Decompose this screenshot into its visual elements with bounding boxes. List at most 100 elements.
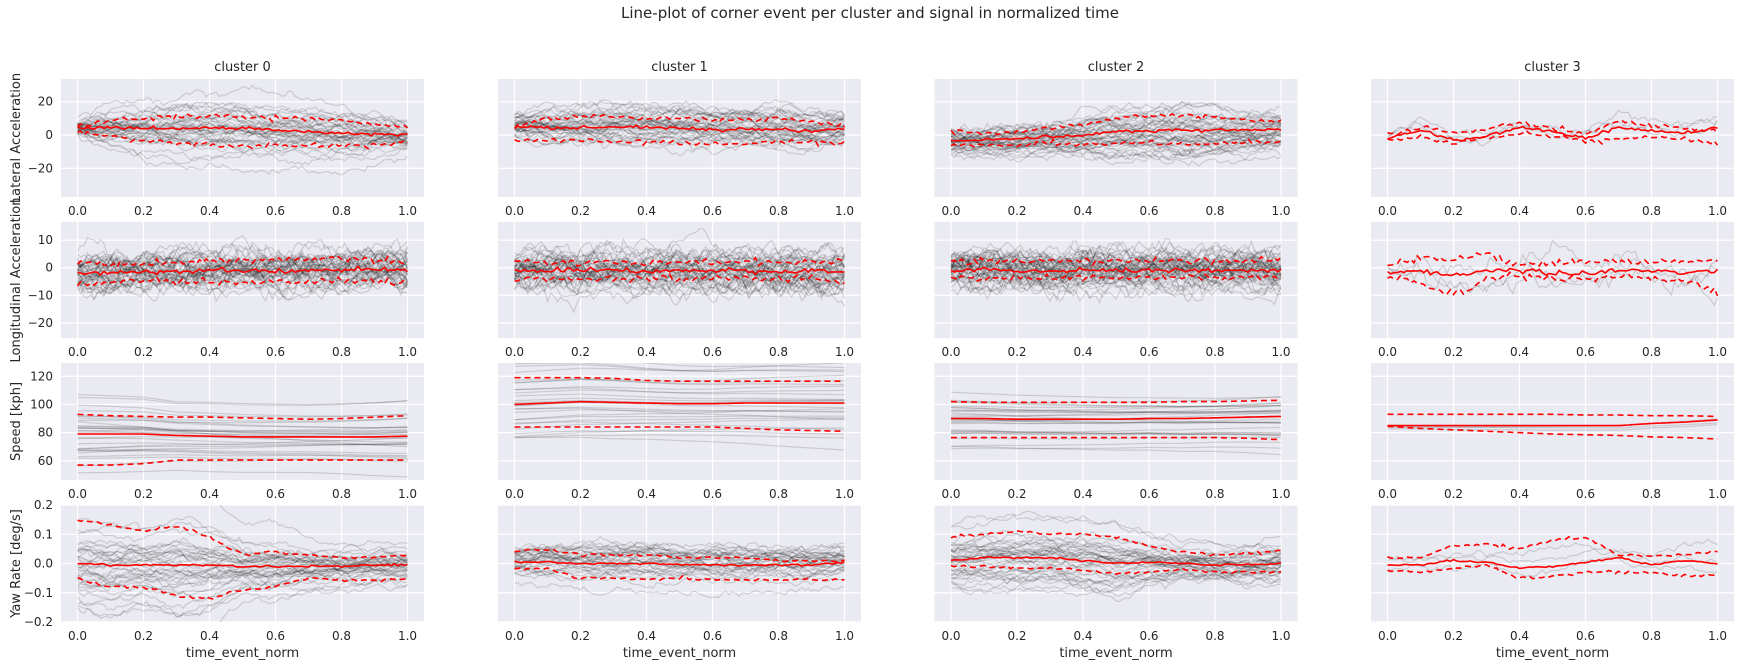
trace-line <box>77 127 408 162</box>
trace-line <box>77 528 408 565</box>
trace-line <box>514 547 845 563</box>
x-tick-label: 0.6 <box>1139 629 1158 643</box>
trace-line <box>514 125 845 143</box>
trace-line <box>77 114 408 133</box>
trace-line <box>514 99 845 120</box>
x-tick-label: 0.0 <box>941 345 960 359</box>
x-tick-label: 0.6 <box>1576 204 1595 218</box>
trace-line <box>950 248 1282 275</box>
trace-line <box>950 250 1282 295</box>
trace-line <box>77 103 408 128</box>
x-tick-label: 1.0 <box>1708 345 1727 359</box>
trace-line <box>514 434 845 439</box>
y-tick-label: −20 <box>28 161 53 175</box>
cluster-title: cluster 3 <box>1524 60 1581 75</box>
trace-line <box>951 432 1281 436</box>
trace-line <box>514 98 845 130</box>
trace-line <box>77 577 408 618</box>
trace-line <box>77 540 408 567</box>
trace-line <box>514 555 845 568</box>
trace-line <box>77 415 408 422</box>
trace-line <box>950 564 1282 588</box>
trace-line <box>77 548 408 571</box>
trace-line <box>514 121 845 135</box>
trace-line <box>950 554 1282 570</box>
trace-line <box>514 417 845 425</box>
trace-line <box>514 262 845 305</box>
trace-line <box>950 539 1282 560</box>
trace-line <box>77 121 408 143</box>
trace-line <box>77 125 408 146</box>
x-tick-label: 0.0 <box>505 345 524 359</box>
trace-line <box>950 258 1282 294</box>
trace-line <box>77 268 408 303</box>
trace-line <box>950 552 1282 574</box>
x-tick-label: 0.4 <box>1510 345 1529 359</box>
trace-line <box>514 543 845 566</box>
trace-line <box>77 442 408 446</box>
x-tick-label: 1.0 <box>1271 345 1290 359</box>
trace-line <box>514 389 845 394</box>
trace-line <box>514 112 845 132</box>
trace-line <box>950 402 1282 412</box>
trace-line <box>77 252 408 297</box>
x-tick-label: 0.6 <box>1576 487 1595 501</box>
trace-line <box>514 551 845 565</box>
x-tick-label: 0.0 <box>1378 345 1397 359</box>
trace-line <box>514 253 846 299</box>
y-tick-label: 120 <box>30 369 53 383</box>
y-axis-label: Yaw Rate [deg/s] <box>9 509 24 619</box>
trace-line <box>77 437 408 450</box>
lower-band-line <box>77 459 408 466</box>
upper-band-line <box>514 376 845 383</box>
trace-line <box>950 407 1282 413</box>
trace-line <box>77 469 408 478</box>
x-tick-label: 1.0 <box>1271 487 1290 501</box>
trace-line <box>77 253 408 289</box>
x-tick-label: 0.4 <box>1073 629 1092 643</box>
cluster-title: cluster 2 <box>1088 60 1145 75</box>
trace-line <box>77 427 408 434</box>
trace-line <box>950 409 1282 414</box>
trace-line <box>77 516 408 555</box>
trace-line <box>77 101 408 128</box>
trace-line <box>77 121 408 146</box>
figure-title: Line-plot of corner event per cluster an… <box>621 4 1119 22</box>
x-tick-label: 0.2 <box>571 204 590 218</box>
trace-line <box>77 425 408 436</box>
trace-line <box>514 385 845 391</box>
trace-line <box>514 270 845 306</box>
trace-line <box>514 110 845 129</box>
trace-line <box>950 267 1282 306</box>
upper-band-line <box>1387 252 1718 268</box>
x-tick-label: 0.0 <box>505 204 524 218</box>
trace-line <box>950 404 1282 418</box>
trace-line <box>77 124 409 148</box>
trace-line <box>77 126 408 152</box>
trace-line <box>950 406 1281 414</box>
x-axis-label: time_event_norm <box>1059 646 1172 661</box>
trace-line <box>514 557 845 573</box>
trace-line <box>951 432 1282 435</box>
trace-line <box>950 130 1282 152</box>
trace-line <box>1387 261 1719 307</box>
trace-line <box>77 266 409 292</box>
x-tick-label: 0.2 <box>1007 629 1026 643</box>
trace-group <box>950 391 1282 456</box>
trace-line <box>514 243 845 285</box>
trace-line <box>1386 116 1718 147</box>
trace-line <box>951 410 1282 417</box>
trace-group <box>950 510 1282 603</box>
y-tick-label: −0.1 <box>24 586 53 600</box>
trace-line <box>951 430 1281 434</box>
trace-line <box>1387 109 1718 142</box>
x-tick-label: 0.2 <box>1007 204 1026 218</box>
trace-line <box>77 259 408 301</box>
x-tick-label: 0.2 <box>134 204 153 218</box>
upper-band-line <box>1387 119 1719 136</box>
x-tick-label: 0.6 <box>703 345 722 359</box>
trace-line <box>514 544 845 565</box>
trace-line <box>514 581 845 599</box>
trace-line <box>950 123 1282 144</box>
subplot-longitudinal-accelerationcluster-3: 0.0 0.2 0.4 0.6 0.8 1.0 <box>1371 222 1734 359</box>
